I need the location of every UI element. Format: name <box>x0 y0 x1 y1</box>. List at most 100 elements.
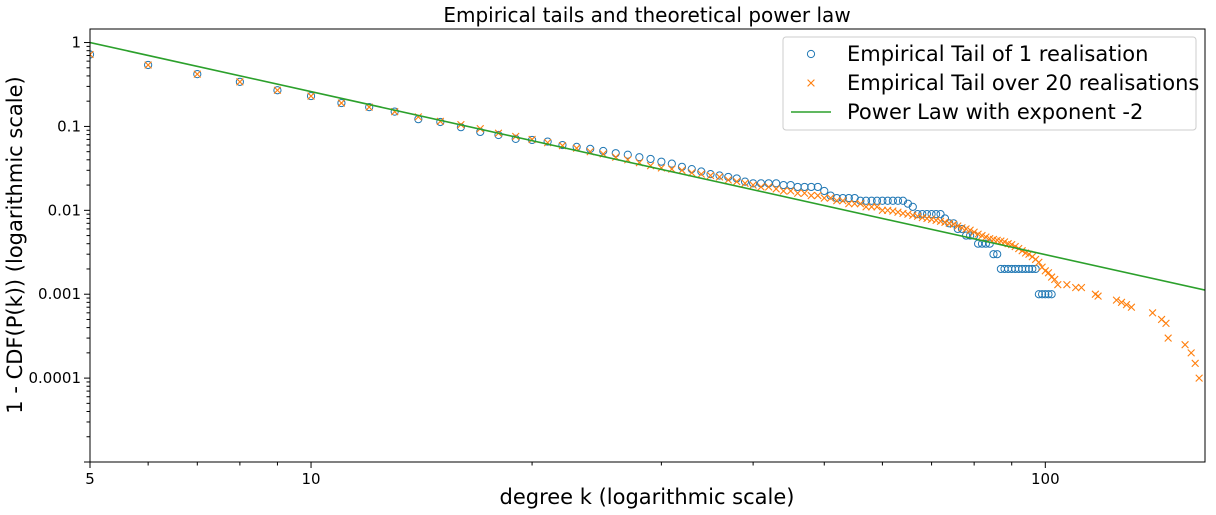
single-realisation-point <box>635 153 644 162</box>
legend-box <box>782 36 1197 131</box>
x-tick-label: 5 <box>85 470 95 488</box>
twenty-realisations-point <box>850 199 859 208</box>
single-realisation-point <box>193 70 202 79</box>
single-realisation-point <box>611 149 620 158</box>
single-realisation-point <box>697 167 706 176</box>
twenty-realisations-point <box>1071 283 1080 292</box>
twenty-realisations-point <box>757 183 765 191</box>
single-realisation-point <box>872 196 882 205</box>
twenty-realisations-point <box>1000 238 1009 246</box>
twenty-realisations-point <box>697 170 706 178</box>
twenty-realisations-point <box>273 86 282 95</box>
single-realisation-point <box>436 117 445 127</box>
twenty-realisations-point <box>749 181 757 189</box>
twenty-realisations-point <box>786 187 795 195</box>
twenty-realisations-point <box>927 215 936 224</box>
single-realisation-point <box>1034 290 1043 299</box>
single-realisation-point <box>623 150 632 159</box>
single-realisation-point <box>706 170 715 179</box>
twenty-realisations-point <box>862 203 870 211</box>
legend-label: Empirical Tail over 20 realisations <box>847 71 1199 95</box>
twenty-realisations-point <box>974 230 982 238</box>
single-realisation-point <box>807 182 816 192</box>
twenty-realisations-point <box>1112 296 1121 304</box>
single-realisation-point <box>235 77 244 86</box>
twenty-realisations-point <box>949 220 958 229</box>
twenty-realisations-point <box>1050 275 1059 284</box>
single-realisation-point <box>813 182 822 192</box>
single-realisation-point <box>543 137 552 146</box>
single-realisation-point <box>931 210 941 219</box>
single-realisation-point <box>888 196 897 205</box>
chart-marks <box>90 41 1205 382</box>
twenty-realisations-point <box>978 231 986 240</box>
single-realisation-point <box>586 144 595 153</box>
twenty-realisations-point <box>1187 349 1195 357</box>
twenty-realisations-point <box>820 194 829 202</box>
twenty-realisations-point <box>894 208 902 216</box>
legend-entry: Empirical Tail over 20 realisations <box>807 71 1199 95</box>
x-axis-title: degree k (logarithmic scale) <box>499 485 794 509</box>
single-realisation-point <box>927 210 936 219</box>
twenty-realisations-point <box>724 176 733 184</box>
legend-marker-swatch <box>807 79 815 87</box>
single-realisation-point <box>820 186 829 196</box>
twenty-realisations-point <box>732 177 741 186</box>
twenty-realisations-point <box>1094 292 1102 300</box>
single-realisation-point <box>756 179 766 188</box>
twenty-realisations-point <box>1044 269 1053 277</box>
twenty-realisations-point <box>1162 319 1170 328</box>
y-tick-label: 0.001 <box>38 285 81 303</box>
single-realisation-point <box>657 157 666 166</box>
twenty-realisations-point <box>909 211 917 220</box>
y-tick-label: 1 <box>71 34 81 52</box>
single-realisation-point <box>646 154 655 164</box>
single-realisation-point <box>786 180 795 190</box>
twenty-realisations-point <box>1054 280 1062 289</box>
twenty-realisations-point <box>1181 340 1189 349</box>
legend-entry: Empirical Tail of 1 realisation <box>806 42 1148 66</box>
twenty-realisations-point <box>764 183 773 191</box>
chart-title: Empirical tails and theoretical power la… <box>443 3 850 27</box>
twenty-realisations-point <box>1077 283 1086 292</box>
twenty-realisations-point <box>970 228 978 236</box>
legend-items: Empirical Tail of 1 realisation Empirical… <box>791 42 1199 124</box>
twenty-realisations-point <box>1063 280 1071 289</box>
twenty-realisations-point <box>779 187 788 195</box>
twenty-realisations-point <box>832 196 841 205</box>
single-realisation-point <box>800 182 809 192</box>
twenty-realisations-point <box>839 196 847 205</box>
twenty-realisations-point <box>966 226 974 234</box>
single-realisation-point <box>749 179 758 188</box>
single-realisation-point <box>861 196 871 205</box>
twenty-realisations-point <box>193 70 202 78</box>
single-realisation-point <box>558 140 567 150</box>
twenty-realisations-point <box>826 194 835 202</box>
single-realisation-point <box>981 239 990 248</box>
legend-marker-swatch <box>806 49 816 59</box>
twenty-realisations-point <box>1191 359 1199 368</box>
single-realisation-point <box>764 179 773 188</box>
legend-label: Power Law with exponent -2 <box>847 100 1143 124</box>
twenty-realisations-point <box>1035 258 1043 267</box>
twenty-realisations-point <box>678 166 686 175</box>
single-realisation-point <box>1047 290 1056 299</box>
twenty-realisations-point <box>307 92 315 100</box>
single-realisation-point <box>966 231 975 240</box>
twenty-realisations-point <box>954 222 962 230</box>
twenty-realisations-point <box>936 217 945 226</box>
twenty-realisations-point <box>913 212 922 221</box>
single-realisation-point <box>779 180 788 190</box>
twenty-realisations-point <box>856 199 865 208</box>
twenty-realisations-point <box>982 233 990 241</box>
twenty-realisations-point <box>904 210 912 218</box>
single-realisation-point <box>1041 290 1050 299</box>
single-realisation-point <box>667 159 676 168</box>
twenty-realisations-point <box>236 78 244 86</box>
single-realisation-point <box>1028 264 1037 274</box>
single-realisation-point <box>936 210 945 219</box>
twenty-realisations-point <box>90 50 94 59</box>
single-realisation-point <box>1044 290 1053 299</box>
twenty-realisations-point <box>807 191 816 200</box>
plot-frame <box>89 28 1206 463</box>
